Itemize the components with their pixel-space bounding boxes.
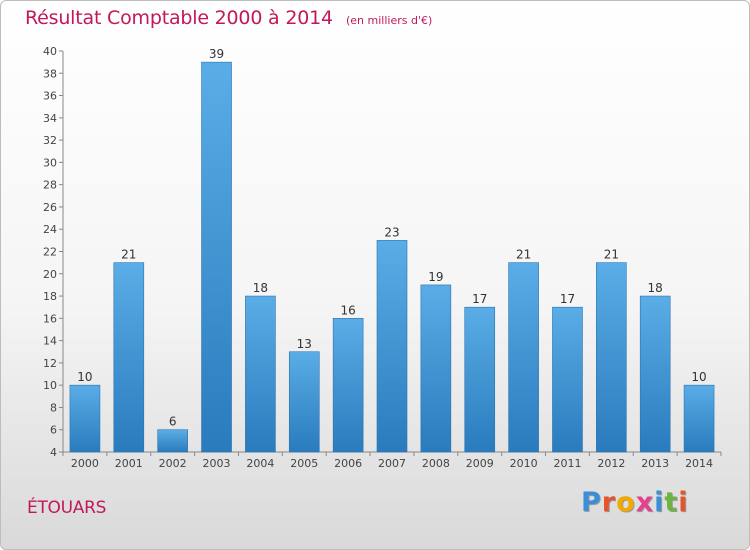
y-tick-label: 8 — [50, 401, 57, 414]
y-tick-label: 18 — [43, 290, 57, 303]
x-tick-label-2000: 2000 — [71, 457, 99, 470]
y-tick-label: 36 — [43, 90, 57, 103]
y-tick-label: 30 — [43, 156, 57, 169]
bar-2014 — [683, 384, 715, 453]
y-tick-label: 12 — [43, 357, 57, 370]
value-label-2013: 18 — [648, 281, 663, 295]
bar-2010 — [508, 262, 539, 453]
x-tick-label-2008: 2008 — [422, 457, 450, 470]
x-tick-label-2002: 2002 — [159, 457, 187, 470]
x-tick-label-2014: 2014 — [685, 457, 713, 470]
y-tick-label: 16 — [43, 312, 57, 325]
value-labels: 10 21 6 39 18 13 16 23 19 17 21 17 21 18 10 — [77, 47, 706, 429]
x-tick-label-2001: 2001 — [115, 457, 143, 470]
chart-unit: (en milliers d'€) — [345, 14, 433, 27]
y-tick-label: 4 — [50, 446, 57, 459]
bar-2013 — [639, 295, 671, 453]
chart-title: Résultat Comptable 2000 à 2014 (en milli… — [25, 7, 432, 29]
value-label-2010: 21 — [516, 248, 531, 262]
x-tick-label-2011: 2011 — [553, 457, 581, 470]
x-tick-label-2006: 2006 — [334, 457, 362, 470]
bar-2005 — [288, 351, 320, 453]
y-tick-label: 32 — [43, 134, 57, 147]
value-label-2000: 10 — [77, 370, 92, 384]
value-label-2007: 23 — [384, 225, 399, 239]
x-tick-label-2005: 2005 — [290, 457, 318, 470]
y-tick-label: 28 — [43, 179, 57, 192]
x-tick-label-2010: 2010 — [510, 457, 538, 470]
bar-2001 — [113, 262, 145, 453]
y-tick-label: 14 — [43, 335, 57, 348]
proxiti-logo: Proxiti — [581, 487, 689, 518]
value-label-2003: 39 — [209, 47, 224, 61]
bar-2009 — [464, 306, 496, 453]
value-label-2008: 19 — [428, 270, 443, 284]
bar-2000 — [69, 384, 101, 453]
bar-2011 — [552, 306, 583, 453]
bar-2004 — [245, 295, 276, 453]
value-label-2005: 13 — [297, 337, 312, 351]
y-tick-label: 20 — [43, 268, 57, 281]
y-tick-label: 24 — [43, 223, 57, 236]
commune-name: ÉTOUARS — [27, 498, 107, 518]
x-tick-label-2003: 2003 — [203, 457, 231, 470]
bar-2007 — [376, 240, 408, 453]
bar-2012 — [596, 262, 627, 453]
bar-2003 — [201, 61, 232, 453]
y-tick-label: 26 — [43, 201, 57, 214]
bar-2002 — [157, 429, 188, 453]
bar-2008 — [420, 284, 452, 453]
value-label-2006: 16 — [340, 303, 355, 317]
x-tick-label-2009: 2009 — [466, 457, 494, 470]
value-label-2012: 21 — [604, 248, 619, 262]
value-label-2009: 17 — [472, 292, 487, 306]
value-label-2002: 6 — [169, 415, 177, 429]
y-tick-label: 22 — [43, 246, 57, 259]
y-tick-label: 38 — [43, 67, 57, 80]
value-label-2014: 10 — [691, 370, 706, 384]
bar-2006 — [332, 318, 364, 453]
x-tick-label-2004: 2004 — [246, 457, 274, 470]
x-tick-label-2013: 2013 — [641, 457, 669, 470]
y-tick-label: 34 — [43, 112, 57, 125]
y-tick-label: 10 — [43, 379, 57, 392]
value-label-2004: 18 — [253, 281, 268, 295]
x-tick-label-2007: 2007 — [378, 457, 406, 470]
bars — [69, 61, 715, 453]
value-label-2011: 17 — [560, 292, 575, 306]
x-tick-label-2012: 2012 — [597, 457, 625, 470]
chart-title-text: Résultat Comptable 2000 à 2014 — [25, 7, 333, 29]
y-tick-label: 6 — [50, 424, 57, 437]
y-tick-label: 40 — [43, 45, 57, 58]
value-label-2001: 21 — [121, 248, 136, 262]
